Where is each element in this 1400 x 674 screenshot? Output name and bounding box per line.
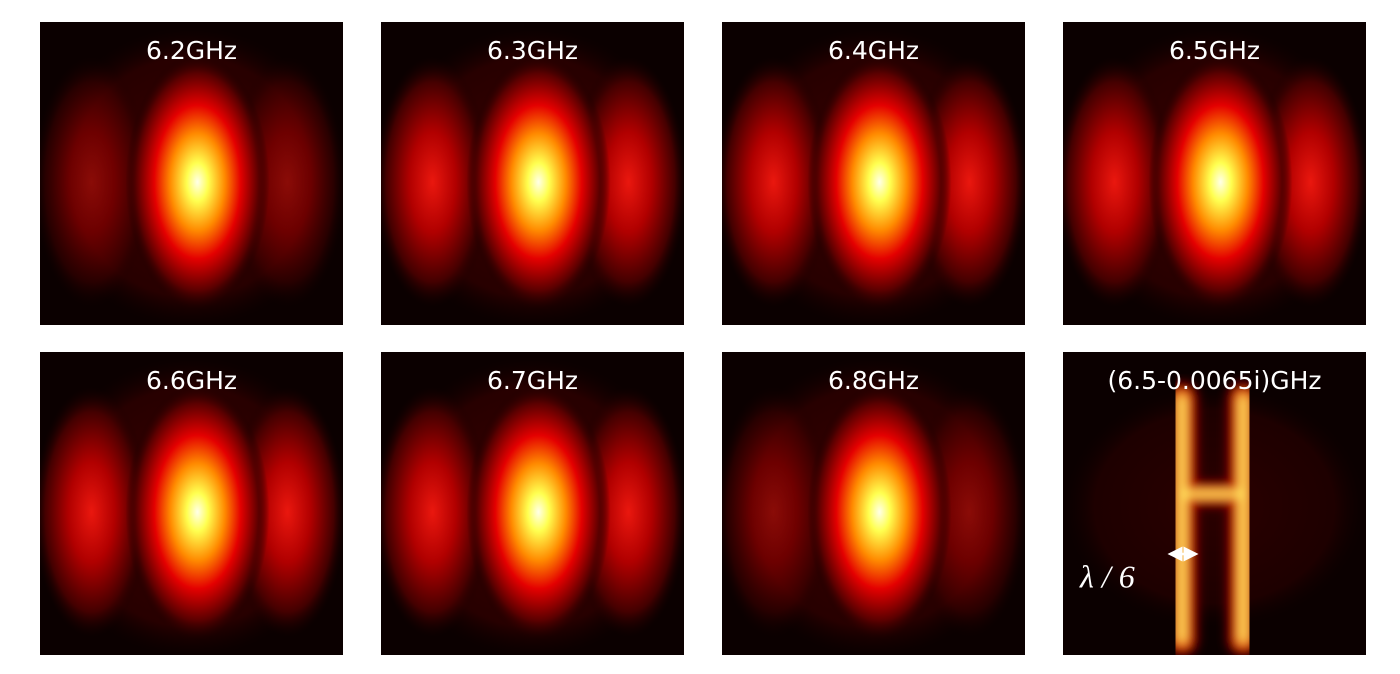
- side-lobe: [1063, 57, 1173, 307]
- field-map: [1063, 27, 1366, 325]
- field-panel: 6.5GHz: [1063, 22, 1366, 325]
- field-map: [722, 357, 1025, 655]
- field-panel: 6.8GHz: [722, 352, 1025, 655]
- panel-label: 6.6GHz: [146, 366, 237, 395]
- main-lobe: [1148, 54, 1293, 310]
- field-panel: 6.4GHz: [722, 22, 1025, 325]
- panel-label: 6.7GHz: [487, 366, 578, 395]
- side-lobe: [40, 57, 150, 307]
- side-lobe: [722, 57, 832, 307]
- main-lobe: [125, 384, 270, 640]
- field-map: [722, 27, 1025, 325]
- main-lobe: [807, 54, 952, 310]
- side-lobe: [40, 387, 150, 637]
- field-map: [1064, 381, 1365, 655]
- main-lobe: [466, 384, 611, 640]
- panel-label: 6.5GHz: [1169, 36, 1260, 65]
- field-map: [381, 27, 684, 325]
- side-lobe: [722, 387, 832, 637]
- h-pattern: [1165, 381, 1260, 655]
- panel-label: 6.8GHz: [828, 366, 919, 395]
- field-panel: 6.6GHz: [40, 352, 343, 655]
- side-lobe: [381, 57, 491, 307]
- field-panel: 6.2GHz: [40, 22, 343, 325]
- field-panel: 6.3GHz: [381, 22, 684, 325]
- panel-label: 6.4GHz: [828, 36, 919, 65]
- field-map: [40, 357, 343, 655]
- field-map: [381, 357, 684, 655]
- main-lobe: [807, 384, 952, 640]
- panel-label: 6.2GHz: [146, 36, 237, 65]
- panel-label: 6.3GHz: [487, 36, 578, 65]
- field-panel: 6.7GHz: [381, 352, 684, 655]
- main-lobe: [466, 54, 611, 310]
- annotation: λ / 6: [1079, 558, 1135, 594]
- field-panel: λ / 6 (6.5-0.0065i)GHz: [1063, 352, 1366, 655]
- side-lobe: [381, 387, 491, 637]
- field-map: [40, 27, 343, 325]
- main-lobe: [125, 54, 270, 310]
- panel-label: (6.5-0.0065i)GHz: [1107, 366, 1321, 395]
